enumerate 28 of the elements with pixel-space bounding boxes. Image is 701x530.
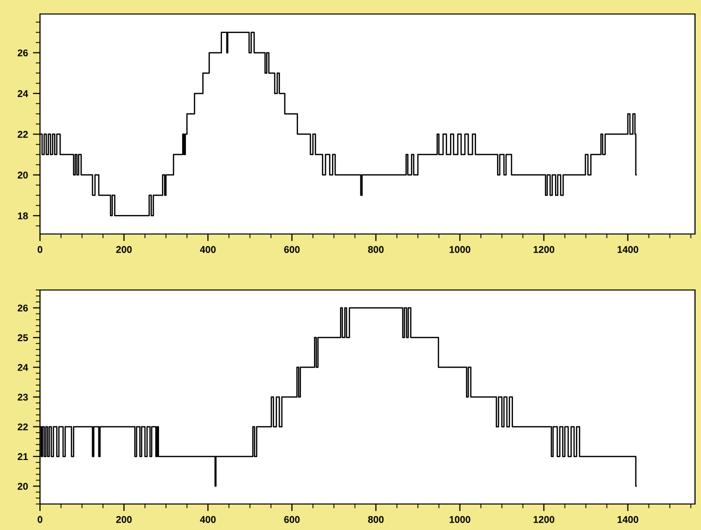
y-tick-label: 25 <box>18 334 28 342</box>
y-tick-label: 20 <box>18 172 28 179</box>
x-tick-label: 800 <box>368 516 384 523</box>
x-tick-label: 1000 <box>450 246 470 253</box>
x-tick-label: 800 <box>368 246 384 253</box>
y-tick-label: 21 <box>18 453 28 460</box>
x-tick-label: 200 <box>116 516 132 523</box>
x-tick-label: 400 <box>200 516 216 523</box>
y-tick-label: 24 <box>18 364 28 371</box>
x-tick-label: 0 <box>38 516 42 523</box>
x-tick-label: 1200 <box>534 516 554 523</box>
y-tick-label: 18 <box>18 212 28 220</box>
x-tick-label: 0 <box>38 246 42 253</box>
y-tick-label: 23 <box>18 394 28 401</box>
x-tick-label: 1400 <box>618 246 638 253</box>
y-tick-label: 22 <box>18 423 28 430</box>
x-tick-label: 1000 <box>450 516 470 523</box>
y-tick-label: 26 <box>18 49 28 56</box>
y-tick-label: 20 <box>18 482 28 490</box>
y-tick-label: 26 <box>18 304 28 312</box>
x-tick-label: 1400 <box>618 516 638 523</box>
y-tick-label: 22 <box>18 130 28 138</box>
y-tick-label: 24 <box>18 90 28 97</box>
x-tick-label: 600 <box>284 246 300 253</box>
x-tick-label: 1200 <box>534 246 554 253</box>
x-tick-label: 400 <box>200 246 216 253</box>
x-tick-label: 200 <box>116 246 132 253</box>
x-tick-label: 600 <box>284 516 300 523</box>
